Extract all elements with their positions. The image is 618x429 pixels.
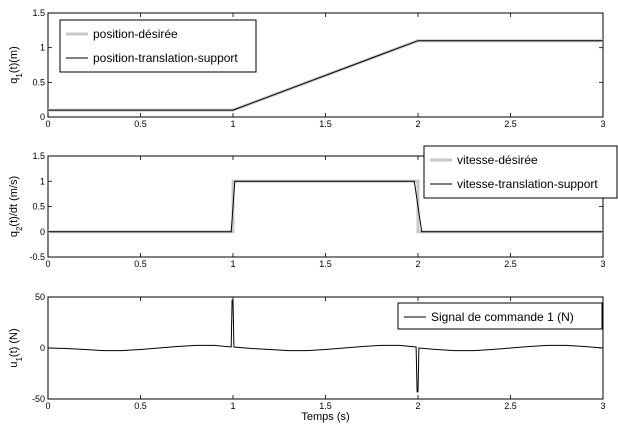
- y-tick-label: 1: [40, 176, 45, 186]
- x-tick-label: 0: [45, 119, 50, 129]
- subplot-1: 0 0.5 1 1.5 2 2.5 3 0 0.5 1 1.5 q1(t)(m) position-dé…: [8, 8, 606, 129]
- x-tick-label: 1.5: [319, 259, 332, 269]
- legend-label: vitesse-translation-support: [457, 177, 598, 191]
- legend-label: Signal de commande 1 (N): [431, 310, 574, 324]
- y-tick-label: 1.5: [32, 8, 45, 18]
- x-tick-label: 2: [415, 119, 420, 129]
- x-tick-label: 1.5: [319, 401, 332, 411]
- series-line-2: [48, 40, 603, 111]
- x-tick-label: 0.5: [134, 259, 147, 269]
- x-tick-label: 1.5: [319, 119, 332, 129]
- x-tick-label: 1: [230, 119, 235, 129]
- y-tick-label: 0: [40, 343, 45, 353]
- y-tick-label: 0.5: [32, 202, 45, 212]
- subplot-2: 0 0.5 1 1.5 2 2.5 3-0.500.511.5q2(t)/dt (m/s)v…: [8, 145, 618, 269]
- x-tick-label: 1: [230, 259, 235, 269]
- y-tick-label: 1.5: [32, 151, 45, 161]
- x-tick-label: 0.5: [134, 119, 147, 129]
- y-tick-label: 0: [40, 227, 45, 237]
- legend-box: [397, 302, 603, 330]
- legend-box: [59, 19, 257, 73]
- y-tick-label: 0.5: [32, 77, 45, 87]
- x-tick-label: 0: [45, 401, 50, 411]
- legend-label: position-translation-support: [93, 51, 238, 65]
- series-line-2: [48, 180, 603, 233]
- x-tick-label: 0.5: [134, 401, 147, 411]
- y-tick-label: 0: [40, 112, 45, 122]
- x-tick-label: 2.5: [504, 119, 517, 129]
- x-tick-label: 2: [415, 259, 420, 269]
- y-axis-label: q1(t)(m): [8, 46, 24, 83]
- y-tick-label: 50: [35, 292, 45, 302]
- legend: position-désirée position-translation-sup…: [59, 19, 257, 73]
- x-tick-label: 3: [600, 119, 605, 129]
- x-tick-label: 2.5: [504, 259, 517, 269]
- x-axis-label: Temps (s): [301, 411, 349, 423]
- legend-box: [423, 145, 618, 199]
- legend: vitesse-désirée vitesse-translation-suppo…: [423, 145, 618, 199]
- y-axis-label: q2(t)/dt (m/s): [8, 176, 24, 237]
- legend-label: vitesse-désirée: [457, 153, 538, 167]
- series-line-1: [47, 299, 604, 393]
- y-tick-label: -50: [32, 394, 45, 404]
- x-tick-label: 0: [45, 259, 50, 269]
- x-tick-label: 2.5: [504, 401, 517, 411]
- x-tick-label: 1: [230, 401, 235, 411]
- y-tick-label: 1: [40, 43, 45, 53]
- y-tick-label: -0.5: [29, 252, 45, 262]
- x-tick-label: 3: [600, 401, 605, 411]
- legend: Signal de commande 1 (N): [397, 302, 603, 330]
- x-tick-label: 3: [600, 259, 605, 269]
- x-tick-label: 2: [415, 401, 420, 411]
- legend-label: position-désirée: [93, 27, 178, 41]
- y-axis-label: u1(t) (N): [8, 328, 24, 367]
